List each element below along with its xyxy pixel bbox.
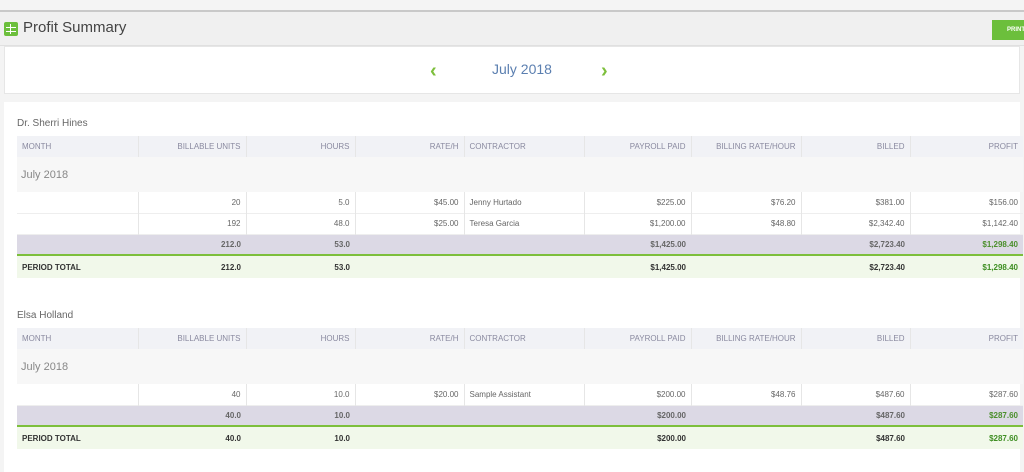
period-total-row: PERIOD TOTAL 212.0 53.0 $1,425.00 $2,723…	[17, 255, 1023, 278]
column-header: CONTRACTOR	[464, 136, 585, 157]
cell-billing-rate: $76.20	[691, 192, 802, 213]
table-header: MONTH BILLABLE UNITS HOURS RATE/H CONTRA…	[17, 136, 1023, 157]
total-payroll: $1,425.00	[650, 262, 686, 272]
cell-contractor: Teresa Garcia	[464, 213, 585, 234]
column-header: BILLABLE UNITS	[138, 136, 247, 157]
column-header: PROFIT	[988, 142, 1018, 151]
total-billed: $487.60	[876, 433, 905, 443]
period-navigator: ‹ July 2018 ›	[4, 46, 1020, 94]
print-button[interactable]: PRINT	[992, 20, 1024, 40]
profit-table: MONTH BILLABLE UNITS HOURS RATE/H CONTRA…	[17, 328, 1023, 449]
column-header: CONTRACTOR	[464, 328, 585, 349]
column-header: HOURS	[246, 136, 356, 157]
cell-payroll: $1,200.00	[584, 213, 692, 234]
cell-billing-rate: $48.76	[691, 384, 802, 405]
subtotal-units: 40.0	[225, 410, 241, 420]
total-units: 40.0	[225, 433, 241, 443]
total-hours: 53.0	[334, 262, 350, 272]
cell-billed: $487.60	[801, 384, 911, 405]
column-header: BILLED	[801, 328, 911, 349]
total-profit: $287.60	[989, 433, 1018, 443]
subtotal-payroll: $1,425.00	[650, 239, 686, 249]
column-header: PAYROLL PAID	[584, 328, 692, 349]
cell-month	[17, 213, 139, 234]
chevron-left-icon[interactable]: ‹	[430, 60, 437, 82]
employee-name: Dr. Sherri Hines	[17, 118, 88, 129]
table-row: 192 48.0 $25.00 Teresa Garcia $1,200.00 …	[17, 213, 1023, 234]
cell-month	[17, 192, 139, 213]
cell-rate: $25.00	[355, 213, 465, 234]
month-group-row: July 2018	[17, 349, 1023, 384]
cell-hours: 48.0	[246, 213, 356, 234]
cell-payroll: $225.00	[584, 192, 692, 213]
cell-hours: 5.0	[246, 192, 356, 213]
column-header: HOURS	[246, 328, 356, 349]
profit-table: MONTH BILLABLE UNITS HOURS RATE/H CONTRA…	[17, 136, 1023, 278]
period-total-row: PERIOD TOTAL 40.0 10.0 $200.00 $487.60 $…	[17, 426, 1023, 449]
column-header: BILLING RATE/HOUR	[691, 328, 802, 349]
top-divider	[0, 10, 1024, 12]
subtotal-billed: $487.60	[876, 410, 905, 420]
cell-units: 40	[138, 384, 247, 405]
cell-hours: 10.0	[246, 384, 356, 405]
period-total-label: PERIOD TOTAL	[22, 433, 81, 443]
month-label: July 2018	[21, 168, 69, 181]
total-units: 212.0	[220, 262, 241, 272]
subtotal-billed: $2,723.40	[869, 239, 905, 249]
cell-profit: $287.60	[989, 389, 1018, 399]
cell-month	[17, 384, 139, 405]
total-billed: $2,723.40	[869, 262, 905, 272]
column-header: PROFIT	[988, 334, 1018, 343]
cell-units: 20	[138, 192, 247, 213]
column-header: MONTH	[17, 328, 139, 349]
subtotal-hours: 10.0	[334, 410, 350, 420]
report-content: Dr. Sherri Hines MONTH BILLABLE UNITS HO…	[4, 102, 1023, 472]
period-title: July 2018	[492, 61, 552, 77]
subtotal-profit: $287.60	[989, 410, 1018, 420]
column-header: RATE/H	[355, 328, 465, 349]
column-header: BILLING RATE/HOUR	[691, 136, 802, 157]
subtotal-payroll: $200.00	[657, 410, 686, 420]
table-row: 20 5.0 $45.00 Jenny Hurtado $225.00 $76.…	[17, 192, 1023, 213]
table-icon	[4, 22, 18, 36]
subtotal-hours: 53.0	[334, 239, 350, 249]
cell-billed: $2,342.40	[801, 213, 911, 234]
cell-rate: $20.00	[355, 384, 465, 405]
column-header: BILLABLE UNITS	[138, 328, 247, 349]
total-profit: $1,298.40	[982, 262, 1018, 272]
cell-profit: $156.00	[989, 197, 1018, 207]
table-header: MONTH BILLABLE UNITS HOURS RATE/H CONTRA…	[17, 328, 1023, 349]
cell-contractor: Jenny Hurtado	[464, 192, 585, 213]
cell-units: 192	[138, 213, 247, 234]
column-header: MONTH	[17, 136, 139, 157]
cell-billing-rate: $48.80	[691, 213, 802, 234]
employee-name: Elsa Holland	[17, 310, 74, 321]
cell-rate: $45.00	[355, 192, 465, 213]
table-row: 40 10.0 $20.00 Sample Assistant $200.00 …	[17, 384, 1023, 405]
page-header: Profit Summary PRINT	[0, 12, 1024, 46]
total-payroll: $200.00	[657, 433, 686, 443]
subtotal-row: 40.0 10.0 $200.00 $487.60 $287.60	[17, 405, 1023, 426]
column-header: BILLED	[801, 136, 911, 157]
cell-profit: $1,142.40	[982, 219, 1018, 228]
month-group-row: July 2018	[17, 157, 1023, 192]
subtotal-units: 212.0	[220, 239, 241, 249]
cell-billed: $381.00	[801, 192, 911, 213]
cell-payroll: $200.00	[584, 384, 692, 405]
total-hours: 10.0	[334, 433, 350, 443]
chevron-right-icon[interactable]: ›	[601, 60, 608, 82]
subtotal-row: 212.0 53.0 $1,425.00 $2,723.40 $1,298.40	[17, 234, 1023, 255]
month-label: July 2018	[21, 360, 69, 373]
column-header: RATE/H	[355, 136, 465, 157]
page-title: Profit Summary	[23, 19, 127, 36]
cell-contractor: Sample Assistant	[464, 384, 585, 405]
subtotal-profit: $1,298.40	[982, 239, 1018, 249]
column-header: PAYROLL PAID	[584, 136, 692, 157]
period-total-label: PERIOD TOTAL	[22, 262, 81, 272]
